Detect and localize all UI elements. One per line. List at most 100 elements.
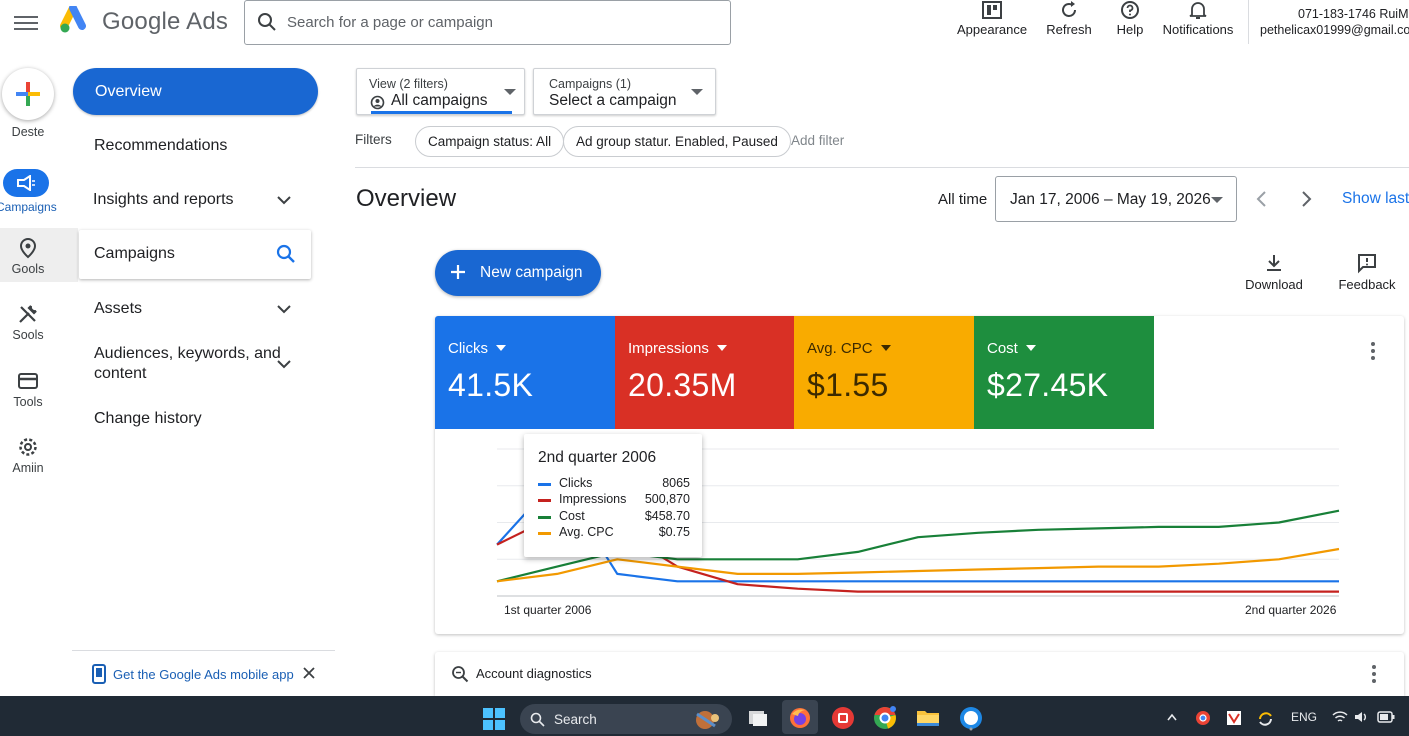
metric-name-impressions[interactable]: Impressions	[628, 340, 727, 357]
legend-swatch	[538, 499, 551, 502]
chevron-down-icon	[880, 345, 891, 351]
feedback-button[interactable]: Feedback	[1336, 252, 1398, 292]
app-circle-icon[interactable]	[958, 705, 984, 731]
filter-chip-campaign-status[interactable]: Campaign status: All	[415, 126, 565, 157]
rail-item-tools[interactable]: Tools	[0, 370, 56, 409]
campaign-select-dropdown[interactable]: Campaigns (1) Select a campaign	[533, 68, 716, 115]
rail-create-label[interactable]: Deste	[11, 125, 45, 139]
metric-name-avg-cpc[interactable]: Avg. CPC	[807, 340, 891, 357]
tray-mail-icon[interactable]	[1226, 710, 1242, 726]
tooltip-series-value: $0.75	[658, 525, 690, 539]
new-campaign-label: New campaign	[480, 264, 583, 281]
series-line-avg-cpc[interactable]	[496, 547, 1340, 583]
appearance-button[interactable]: Appearance	[957, 0, 1027, 37]
task-view-icon[interactable]	[745, 705, 771, 731]
tray-language[interactable]: ENG	[1291, 710, 1318, 724]
date-preset-label: All time	[938, 191, 988, 208]
rail-item-admin[interactable]: Amiin	[0, 436, 56, 475]
google-ads-logo-icon[interactable]	[60, 6, 94, 36]
performance-chart-card: Clicks 41.5K Impressions 20.35M Avg. CPC…	[435, 316, 1404, 634]
filter-chip-ad-group-status[interactable]: Ad group statur. Enabled, Paused	[563, 126, 791, 157]
download-label: Download	[1245, 277, 1303, 292]
search-icon[interactable]	[276, 244, 296, 264]
close-icon[interactable]	[303, 667, 315, 679]
volume-icon[interactable]	[1354, 710, 1370, 724]
view-filter-dropdown[interactable]: View (2 filters) All campaigns	[356, 68, 525, 115]
more-vert-icon[interactable]	[1371, 342, 1375, 360]
help-icon	[1121, 1, 1139, 19]
notifications-button[interactable]: Notifications	[1160, 0, 1236, 37]
metric-name-text: Impressions	[628, 340, 709, 357]
show-last-link[interactable]: Show last	[1342, 190, 1409, 207]
wifi-icon[interactable]	[1332, 710, 1348, 724]
bell-icon	[1189, 2, 1207, 19]
nav-overview[interactable]: Overview	[73, 68, 318, 115]
refresh-icon	[1062, 1, 1076, 17]
brand-name[interactable]: Google Ads	[102, 8, 229, 35]
firefox-icon[interactable]	[787, 705, 813, 731]
app-red-icon[interactable]	[830, 705, 856, 731]
chrome-icon[interactable]	[872, 705, 898, 731]
chevron-down-icon	[716, 345, 727, 351]
mobile-app-link[interactable]: Get the Google Ads mobile app	[113, 667, 294, 682]
series-line-clicks[interactable]	[496, 477, 1339, 583]
nav-audiences-keywords-content[interactable]: Audiences, keywords, and content	[94, 345, 281, 383]
nav-assets[interactable]: Assets	[94, 300, 143, 317]
rail-admin-label: Amiin	[12, 461, 44, 475]
search-box[interactable]: Search for a page or campaign	[244, 0, 731, 45]
metric-name-cost[interactable]: Cost	[987, 340, 1036, 357]
nav-recommendations[interactable]: Recommendations	[94, 137, 228, 154]
search-placeholder[interactable]: Search for a page or campaign	[287, 14, 493, 31]
chevron-left-icon[interactable]	[1255, 190, 1267, 208]
rail-item-sools[interactable]: Sools	[0, 303, 56, 342]
chevron-down-icon[interactable]	[276, 359, 292, 369]
metric-tile-cost[interactable]: Cost $27.45K	[974, 316, 1154, 429]
create-plus-icon	[16, 82, 40, 106]
taskbar-search[interactable]: Search	[520, 704, 732, 734]
main-menu-icon[interactable]	[14, 12, 38, 32]
metric-tile-impressions[interactable]: Impressions 20.35M	[615, 316, 795, 429]
nav-change-history[interactable]: Change history	[94, 410, 202, 427]
metric-tile-avg-cpc[interactable]: Avg. CPC $1.55	[794, 316, 974, 429]
nav-campaigns[interactable]: Campaigns	[79, 230, 311, 279]
tray-sync-icon[interactable]	[1257, 710, 1274, 727]
windows-start-icon[interactable]	[483, 708, 505, 730]
nav-audiences-line2: content	[94, 365, 147, 382]
rail-goals-label: Gools	[11, 262, 45, 276]
chevron-up-icon[interactable]	[1166, 712, 1178, 722]
diagnostics-search-icon	[452, 666, 469, 683]
rail-tools-label: Tools	[13, 395, 43, 409]
legend-swatch	[538, 483, 551, 486]
new-campaign-button[interactable]: New campaign	[435, 250, 601, 296]
tooltip-title: 2nd quarter 2006	[538, 449, 657, 466]
date-range-value: Jan 17, 2006 – May 19, 2026	[1010, 191, 1211, 208]
chevron-right-icon[interactable]	[1301, 190, 1313, 208]
tooltip-series-value: $458.70	[644, 509, 690, 523]
file-explorer-icon[interactable]	[915, 705, 941, 731]
more-vert-icon[interactable]	[1372, 665, 1376, 683]
date-range-picker[interactable]: Jan 17, 2006 – May 19, 2026	[995, 176, 1237, 222]
refresh-button[interactable]: Refresh	[1045, 0, 1093, 37]
metric-name-clicks[interactable]: Clicks	[448, 340, 506, 357]
metric-tile-clicks[interactable]: Clicks 41.5K	[435, 316, 615, 429]
chevron-down-icon	[504, 89, 516, 95]
create-button[interactable]	[2, 68, 54, 120]
help-button[interactable]: Help	[1112, 0, 1148, 37]
appearance-icon	[982, 1, 1002, 19]
notifications-label: Notifications	[1162, 22, 1234, 37]
account-diagnostics-card[interactable]: Account diagnostics	[435, 652, 1404, 696]
nav-insights-and-reports[interactable]: Insights and reports	[93, 191, 234, 208]
rail-item-campaigns[interactable]: Campaigns	[0, 169, 57, 214]
chevron-down-icon[interactable]	[276, 195, 292, 205]
battery-icon[interactable]	[1377, 711, 1395, 723]
tray-chrome-icon[interactable]	[1195, 710, 1211, 726]
rail-item-goals[interactable]: Gools	[0, 237, 56, 276]
metric-value-impressions: 20.35M	[628, 367, 737, 403]
add-filter-button[interactable]: Add filter	[791, 133, 845, 148]
taskbar-search-label: Search	[554, 712, 597, 727]
rail-hover-highlight	[0, 228, 78, 282]
account-switcher[interactable]: 071-183-1746 RuiMa pethelicax01999@gmail…	[1248, 0, 1409, 44]
download-button[interactable]: Download	[1242, 252, 1306, 292]
metric-name-text: Avg. CPC	[807, 340, 873, 357]
chevron-down-icon[interactable]	[276, 304, 292, 314]
